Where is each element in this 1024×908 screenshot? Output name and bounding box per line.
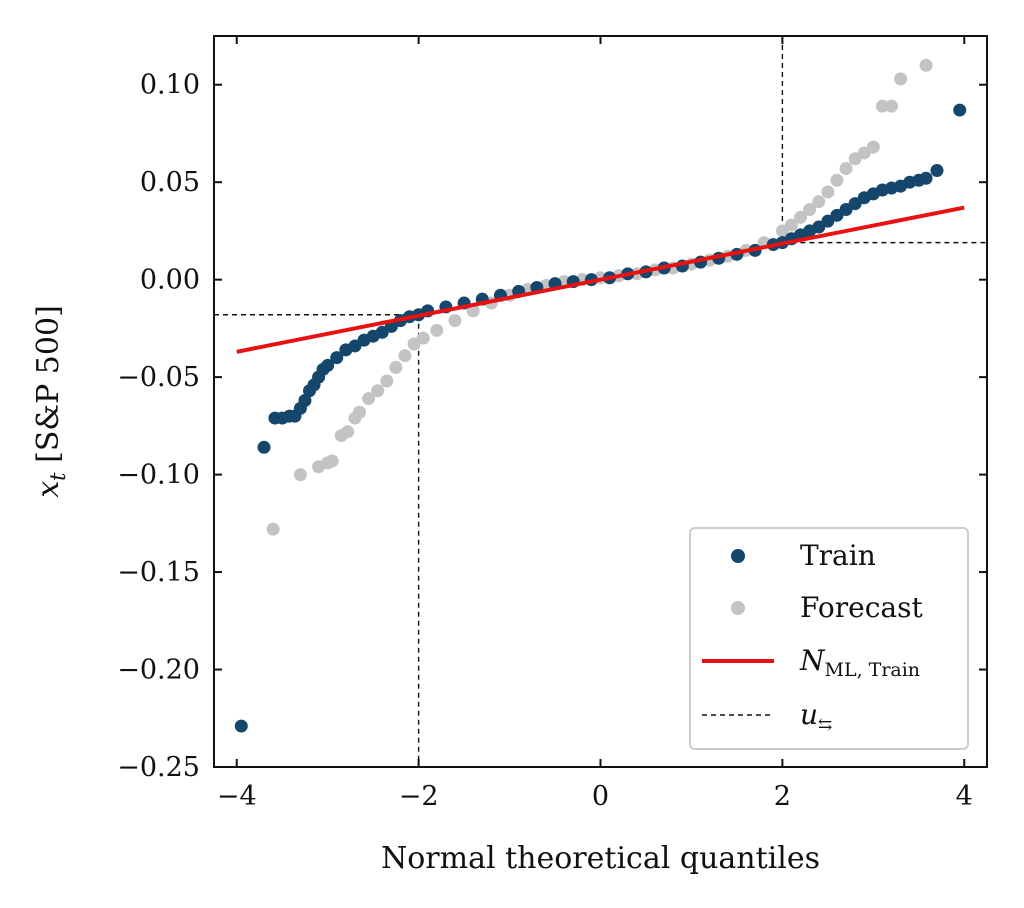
forecast-point (430, 323, 444, 337)
forecast-point (380, 374, 394, 388)
threshold-lines (214, 36, 987, 767)
y-tick-label: −0.20 (117, 655, 200, 686)
legend-threshold-label: u⇆ (800, 698, 832, 735)
x-tick-label: 4 (956, 781, 973, 812)
y-tick-label: 0.05 (140, 167, 200, 198)
legend-fit-label: NML, Train (799, 644, 920, 681)
forecast-series (266, 58, 933, 536)
train-point (298, 394, 312, 408)
train-point (330, 351, 344, 365)
train-point (257, 440, 271, 454)
train-point (234, 719, 248, 733)
forecast-point (885, 99, 899, 113)
x-tick-label: −4 (217, 781, 257, 812)
x-tick-label: 0 (592, 781, 609, 812)
legend-train-marker (731, 549, 745, 563)
legend: Train Forecast NML, Train u⇆ (689, 527, 969, 750)
forecast-point (416, 331, 430, 345)
forecast-point (821, 185, 835, 199)
train-point (321, 358, 335, 372)
forecast-point (448, 314, 462, 328)
legend-box (689, 527, 969, 750)
forecast-point (894, 72, 908, 86)
y-tick-label: 0.00 (140, 265, 200, 296)
x-tick-label: 2 (774, 781, 791, 812)
y-tick-label: −0.15 (117, 557, 200, 588)
fit-line-layer (236, 205, 965, 354)
train-point (953, 103, 967, 117)
forecast-point (875, 99, 889, 113)
forecast-point (353, 405, 367, 419)
train-point (930, 164, 944, 178)
legend-train-label: Train (800, 539, 876, 572)
y-tick-label: −0.05 (117, 362, 200, 393)
forecast-point (794, 210, 808, 224)
forecast-point (812, 195, 826, 209)
forecast-point (803, 202, 817, 216)
forecast-point (341, 425, 355, 439)
axis-ticks: −4 −2 0 2 4 −0.25 −0.20 −0.15 −0.10 −0.05 0.00 0.05… (117, 36, 987, 812)
forecast-point (362, 392, 376, 406)
x-tick-label: −2 (399, 781, 439, 812)
forecast-point (293, 468, 307, 482)
y-axis-label: xt [S&P 500] (31, 305, 70, 498)
legend-forecast-marker (731, 601, 745, 615)
forecast-point (325, 454, 339, 468)
forecast-point (389, 360, 403, 374)
y-tick-label: 0.10 (140, 70, 200, 101)
forecast-point (466, 304, 480, 318)
forecast-point (866, 140, 880, 154)
forecast-point (371, 384, 385, 398)
forecast-point (398, 349, 412, 363)
forecast-point (784, 218, 798, 232)
y-tick-label: −0.25 (117, 752, 200, 783)
legend-forecast-label: Forecast (800, 591, 923, 624)
forecast-point (919, 58, 933, 72)
forecast-point (839, 162, 853, 176)
y-tick-label: −0.10 (117, 460, 200, 491)
train-point (919, 171, 933, 185)
forecast-point (266, 522, 280, 536)
forecast-point (830, 173, 844, 187)
fit-line (236, 205, 965, 354)
x-axis-label: Normal theoretical quantiles (381, 841, 820, 876)
